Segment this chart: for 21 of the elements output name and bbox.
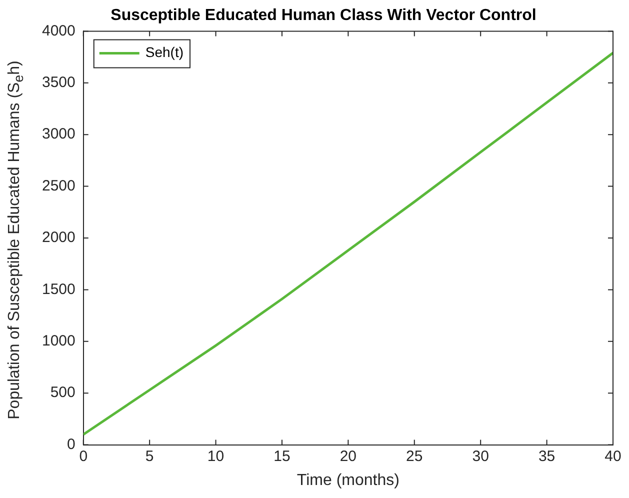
y-tick-label: 4000: [42, 22, 76, 40]
chart-title: Susceptible Educated Human Class With Vector Control: [110, 7, 536, 24]
y-tick-label: 3000: [42, 126, 76, 143]
y-tick-label: 1500: [42, 280, 76, 298]
y-tick-label: 2000: [42, 229, 76, 246]
x-tick-label: 10: [207, 448, 224, 465]
y-tick-label: 2500: [42, 177, 76, 194]
x-tick-label: 35: [538, 448, 556, 465]
y-tick-label: 3500: [42, 74, 76, 92]
x-axis-title: Time (months): [296, 472, 400, 489]
x-tick-label: 40: [604, 448, 622, 465]
x-tick-label: 25: [406, 448, 423, 465]
y-tick-label: 1000: [42, 332, 76, 350]
x-tick-label: 5: [145, 448, 154, 465]
x-tick-label: 20: [340, 448, 357, 465]
legend-label: Seh(t): [145, 44, 184, 60]
x-tick-label: 15: [274, 448, 290, 465]
y-tick-label: 0: [67, 436, 76, 453]
y-tick-label: 500: [50, 384, 76, 402]
x-tick-label: 30: [472, 448, 489, 465]
x-tick-label: 0: [79, 448, 88, 465]
